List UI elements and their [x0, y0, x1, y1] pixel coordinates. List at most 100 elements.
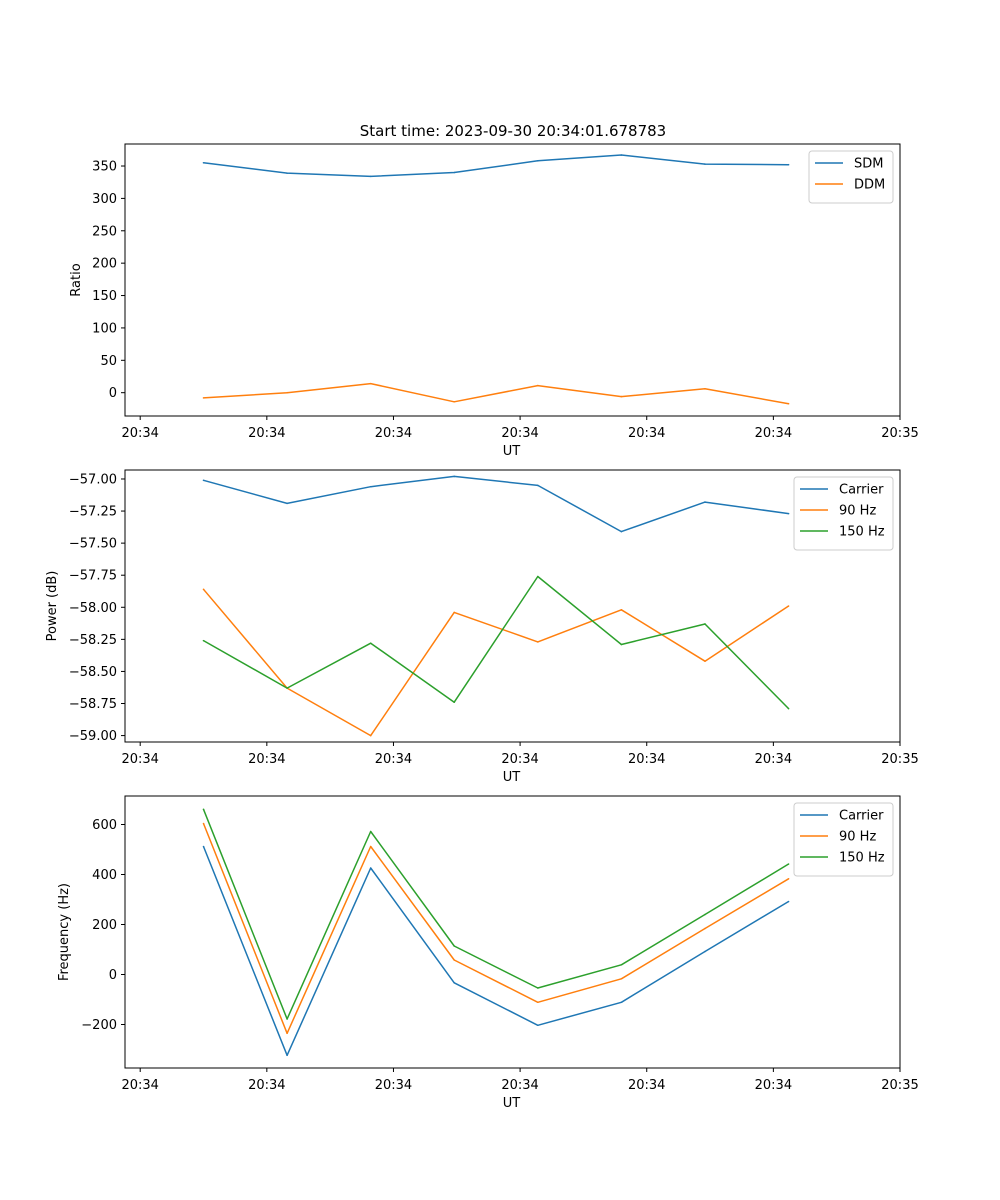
series-line-carrier — [203, 475, 789, 533]
data-point-90-hz — [704, 927, 706, 930]
data-point-150-hz — [787, 863, 790, 865]
data-point-ddm — [537, 384, 539, 387]
data-point-carrier — [453, 475, 456, 478]
data-point-90-hz — [537, 641, 539, 643]
x-tick-label: 20:34 — [501, 426, 538, 441]
legend-label-carrier: Carrier — [839, 483, 884, 498]
x-tick-label: 20:34 — [248, 1078, 285, 1093]
series-line-90-hz — [202, 588, 790, 737]
y-tick-label: −57.75 — [69, 569, 117, 584]
x-axis-label: UT — [503, 1096, 521, 1111]
data-point-sdm — [369, 175, 372, 178]
y-tick-label: −58.75 — [69, 697, 117, 712]
series-line-sdm — [203, 154, 789, 178]
data-point-carrier — [453, 981, 456, 984]
data-point-carrier — [620, 1001, 623, 1004]
data-point-90-hz — [620, 609, 623, 611]
y-tick-label: 150 — [92, 289, 117, 304]
data-point-carrier — [369, 867, 372, 869]
data-point-90-hz — [369, 734, 372, 737]
x-tick-label: 20:34 — [628, 1078, 665, 1093]
data-point-sdm — [704, 163, 706, 165]
data-point-90-hz — [453, 611, 456, 614]
x-tick-label: 20:34 — [628, 752, 665, 767]
data-point-ddm — [620, 395, 623, 398]
legend-label-90-hz: 90 Hz — [839, 504, 876, 519]
legend-label-90-hz: 90 Hz — [839, 830, 876, 845]
legend: Carrier 90 Hz 150 Hz — [793, 476, 894, 551]
legend-label-150-hz: 150 Hz — [839, 851, 885, 866]
series-line-90-hz — [202, 823, 789, 1035]
data-point-sdm — [453, 171, 456, 174]
data-point-sdm — [202, 161, 205, 164]
data-point-carrier — [537, 484, 539, 487]
data-point-90-hz — [369, 845, 372, 848]
legend: SDM DDM — [808, 150, 894, 204]
data-point-150-hz — [704, 623, 706, 625]
data-point-ddm — [787, 402, 790, 405]
y-axis-label: Ratio — [69, 263, 84, 296]
frequency-chart: −200 0 200 400 600 20:34 20:34 20:34 20:34 20:34 2… — [57, 795, 919, 1111]
x-tick-label: 20:34 — [375, 752, 412, 767]
series-line-150-hz — [203, 575, 790, 710]
x-tick-label: 20:34 — [121, 752, 158, 767]
x-tick-label: 20:35 — [881, 426, 918, 441]
x-axis-label: UT — [503, 444, 521, 459]
y-tick-label: −58.00 — [69, 601, 117, 616]
axes-frame — [124, 469, 901, 743]
data-point-150-hz — [620, 963, 623, 966]
x-tick-label: 20:34 — [501, 1078, 538, 1093]
data-point-ddm — [369, 382, 372, 385]
x-tick-label: 20:34 — [501, 752, 538, 767]
data-point-ddm — [704, 388, 706, 390]
data-point-carrier — [202, 479, 205, 482]
data-point-150-hz — [202, 808, 205, 811]
data-point-carrier — [369, 485, 372, 488]
data-point-150-hz — [787, 707, 790, 710]
data-point-90-hz — [202, 822, 205, 825]
legend-box — [808, 150, 894, 204]
data-point-90-hz — [787, 605, 790, 607]
data-point-150-hz — [704, 913, 706, 916]
x-tick-label: 20:34 — [375, 1078, 412, 1093]
y-tick-label: −59.00 — [69, 729, 117, 744]
data-point-sdm — [537, 160, 539, 162]
power-chart: −59.00 −58.75 −58.50 −58.25 −58.00 −57.75 −57.… — [45, 469, 919, 785]
data-point-ddm — [202, 397, 205, 399]
x-tick-label: 20:35 — [881, 1078, 918, 1093]
y-tick-label: −57.25 — [69, 505, 117, 520]
data-point-carrier — [704, 501, 706, 503]
data-point-150-hz — [202, 639, 205, 642]
y-tick-label: −57.00 — [69, 472, 117, 487]
data-point-carrier — [787, 900, 790, 903]
data-point-150-hz — [453, 701, 456, 704]
data-point-150-hz — [537, 575, 539, 578]
y-tick-label: 200 — [92, 918, 117, 933]
data-point-90-hz — [537, 1001, 539, 1004]
y-axis-label: Power (dB) — [45, 571, 60, 642]
data-point-150-hz — [369, 830, 372, 833]
data-point-ddm — [453, 400, 456, 403]
data-point-carrier — [286, 502, 288, 505]
data-point-150-hz — [453, 945, 456, 947]
x-tick-label: 20:34 — [248, 426, 285, 441]
y-tick-label: 350 — [92, 160, 117, 175]
data-point-150-hz — [537, 987, 539, 989]
y-tick-label: 0 — [109, 968, 117, 983]
y-tick-label: −58.50 — [69, 665, 117, 680]
data-point-carrier — [286, 1054, 288, 1057]
y-tick-label: 0 — [109, 386, 117, 401]
data-point-sdm — [620, 154, 623, 156]
axes-frame — [124, 143, 901, 417]
axes-frame — [124, 795, 901, 1069]
x-tick-label: 20:34 — [121, 426, 158, 441]
data-point-carrier — [202, 845, 205, 848]
y-tick-label: −58.25 — [69, 633, 117, 648]
y-tick-label: 100 — [92, 321, 117, 336]
y-tick-label: 250 — [92, 224, 117, 239]
x-tick-label: 20:34 — [755, 426, 792, 441]
data-point-sdm — [286, 172, 288, 174]
y-tick-label: −57.50 — [69, 537, 117, 552]
data-point-ddm — [286, 391, 288, 394]
